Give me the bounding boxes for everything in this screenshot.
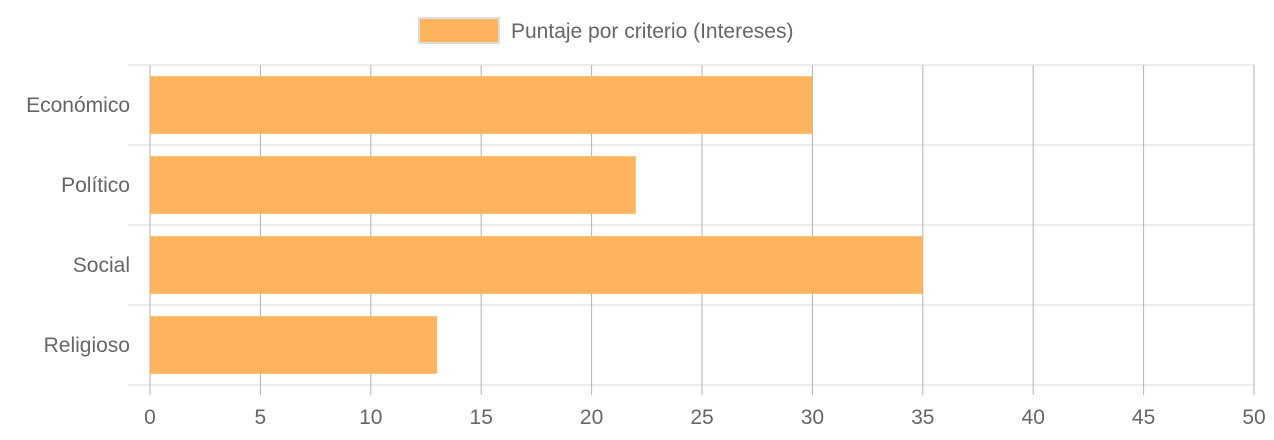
x-tick-label: 50 bbox=[1242, 406, 1265, 429]
bars-layer bbox=[150, 76, 923, 374]
legend-label[interactable]: Puntaje por criterio (Intereses) bbox=[511, 20, 793, 43]
x-tick-label: 20 bbox=[580, 406, 603, 429]
bar[interactable] bbox=[150, 316, 438, 374]
legend[interactable]: Puntaje por criterio (Intereses) bbox=[418, 17, 793, 44]
category-label: Económico bbox=[26, 94, 130, 117]
category-label: Religioso bbox=[44, 334, 130, 357]
x-tick-label: 25 bbox=[690, 406, 713, 429]
x-tick-label: 35 bbox=[911, 406, 934, 429]
x-tick-label: 40 bbox=[1022, 406, 1045, 429]
category-label: Social bbox=[73, 254, 130, 277]
bar[interactable] bbox=[150, 76, 813, 134]
bar[interactable] bbox=[150, 156, 636, 214]
axis-layer: Económico Político Social Religioso 0 5 10 15 20… bbox=[26, 94, 1266, 429]
x-tick-label: 45 bbox=[1132, 406, 1155, 429]
x-tick-label: 30 bbox=[801, 406, 824, 429]
x-tick-label: 15 bbox=[470, 406, 493, 429]
legend-swatch[interactable] bbox=[418, 17, 500, 44]
x-tick-label: 10 bbox=[359, 406, 382, 429]
x-tick-label: 5 bbox=[255, 406, 267, 429]
x-tick-label: 0 bbox=[144, 406, 156, 429]
category-label: Político bbox=[61, 174, 130, 197]
bar[interactable] bbox=[150, 236, 923, 294]
